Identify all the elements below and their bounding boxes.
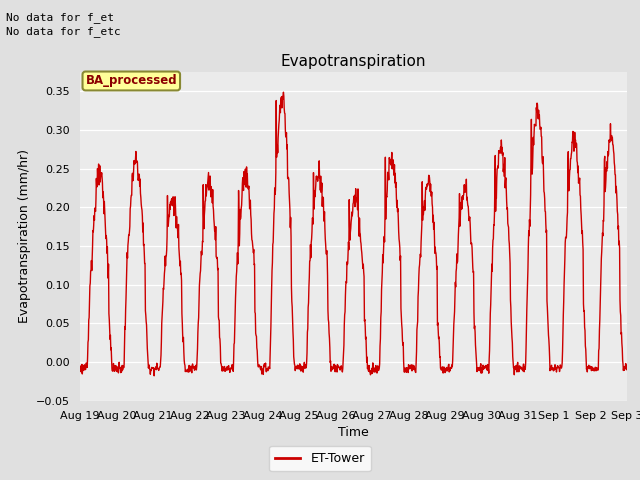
Text: No data for f_etc: No data for f_etc (6, 26, 121, 37)
Legend: ET-Tower: ET-Tower (269, 446, 371, 471)
Text: No data for f_et: No data for f_et (6, 12, 115, 23)
Text: BA_processed: BA_processed (86, 74, 177, 87)
X-axis label: Time: Time (338, 426, 369, 439)
Title: Evapotranspiration: Evapotranspiration (281, 54, 426, 70)
Y-axis label: Evapotranspiration (mm/hr): Evapotranspiration (mm/hr) (18, 149, 31, 324)
